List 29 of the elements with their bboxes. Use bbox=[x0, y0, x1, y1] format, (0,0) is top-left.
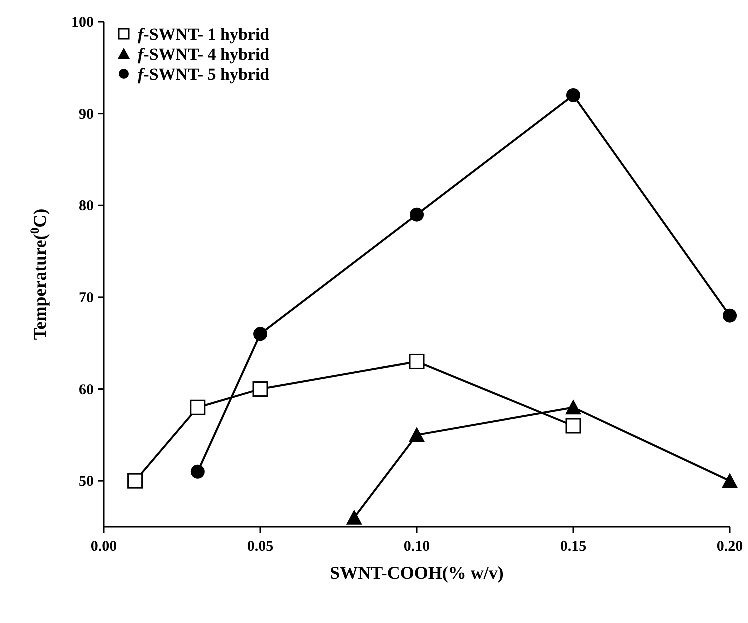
point bbox=[566, 418, 582, 434]
point bbox=[566, 88, 580, 102]
x-tick-label: 0.05 bbox=[247, 539, 274, 555]
point bbox=[346, 510, 362, 525]
point bbox=[722, 473, 738, 488]
y-tick-label: 90 bbox=[79, 106, 94, 123]
x-tick-label: 0.15 bbox=[560, 539, 587, 555]
point bbox=[254, 327, 268, 342]
point bbox=[252, 382, 268, 398]
point bbox=[410, 208, 424, 222]
y-tick-label: 50 bbox=[79, 474, 94, 490]
legend-label: f-SWNT- 1 hybrid bbox=[138, 25, 270, 44]
y-tick-label: 100 bbox=[72, 15, 94, 31]
x-tick-label: 0.20 bbox=[716, 539, 744, 555]
point bbox=[128, 473, 144, 489]
y-tick-label: 70 bbox=[79, 290, 94, 306]
x-tick-label: 0.00 bbox=[90, 539, 118, 555]
point bbox=[409, 354, 425, 370]
point bbox=[723, 308, 737, 323]
point bbox=[190, 400, 206, 416]
point bbox=[409, 427, 425, 442]
y-tick-label: 60 bbox=[79, 382, 94, 398]
x-axis-title: SWNT-COOH(% w/v) bbox=[330, 563, 504, 583]
x-tick-label: 0.10 bbox=[404, 539, 430, 555]
legend-label: f-SWNT- 5 hybrid bbox=[138, 65, 270, 84]
point bbox=[190, 464, 205, 479]
point bbox=[566, 400, 582, 415]
legend-label: f-SWNT- 4 hybrid bbox=[138, 45, 270, 64]
y-tick-label: 80 bbox=[79, 198, 94, 215]
